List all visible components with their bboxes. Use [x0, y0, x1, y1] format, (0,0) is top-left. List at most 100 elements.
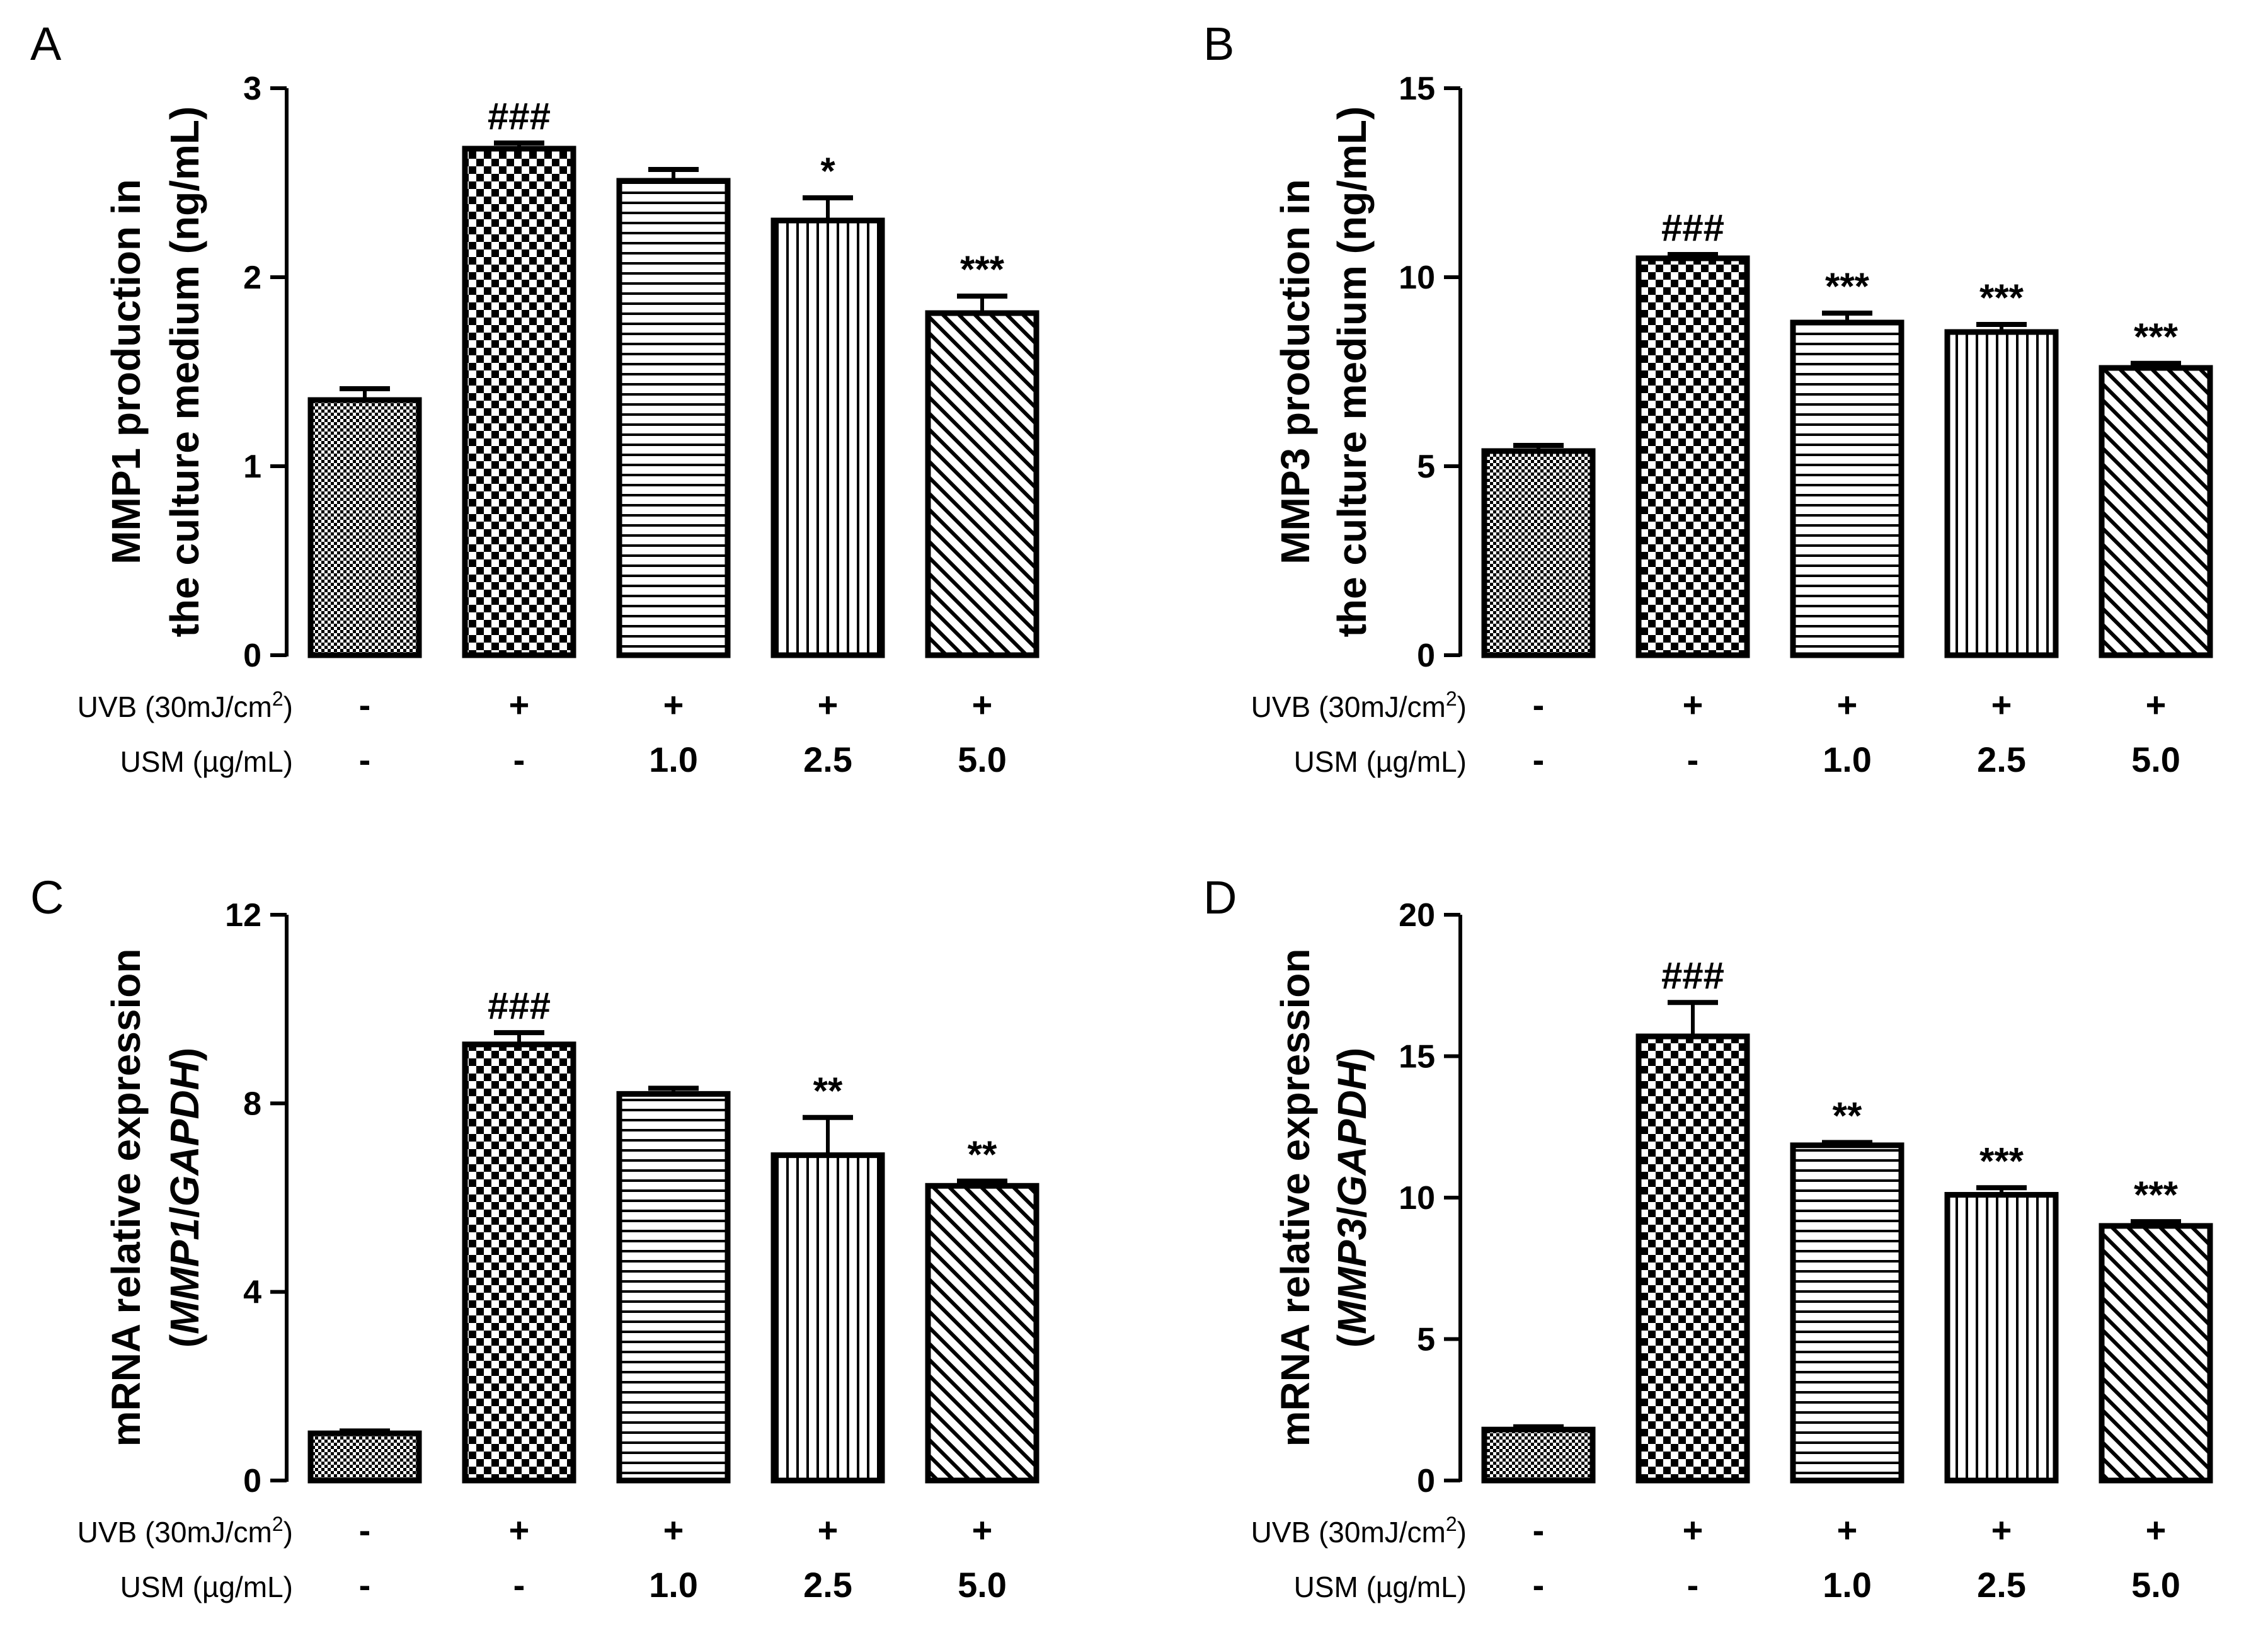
- usm-value: -: [1533, 1565, 1545, 1605]
- uvb-value: +: [509, 685, 530, 724]
- panel-c: C 0 4 8 12 mRNA relative expression (MMP1/GAPD…: [30, 871, 1040, 1605]
- uvb-value: -: [1533, 685, 1545, 724]
- uvb-row-label: UVB (30mJ/cm2): [1251, 1513, 1467, 1549]
- usm-value: 2.5: [803, 740, 852, 779]
- uvb-value: +: [509, 1510, 530, 1550]
- bar: [1481, 1426, 1596, 1484]
- panel-letter: A: [30, 18, 62, 70]
- y-axis-title: MMP1 production in: [103, 179, 149, 564]
- bar: [1635, 255, 1750, 658]
- y-tick-label: 12: [225, 897, 261, 934]
- uvb-value: +: [1683, 685, 1704, 724]
- y-axis-title: mRNA relative expression: [1273, 949, 1318, 1447]
- usm-value: 2.5: [803, 1565, 852, 1605]
- usm-value: 1.0: [649, 740, 698, 779]
- panel-b: B 0 5 10 15 MMP3 production in the culture med…: [1203, 18, 2213, 779]
- uvb-value: +: [2146, 685, 2167, 724]
- significance-label: ***: [960, 248, 1005, 290]
- uvb-value: +: [1837, 1510, 1858, 1550]
- y-tick-label: 15: [1399, 1039, 1435, 1075]
- bar: [770, 1152, 885, 1484]
- bar: [925, 310, 1040, 658]
- uvb-value: +: [1837, 685, 1858, 724]
- bar: [1481, 448, 1596, 658]
- usm-value: -: [513, 740, 525, 779]
- y-tick-label: 3: [243, 71, 261, 107]
- usm-row-label: USM (µg/mL): [1294, 1571, 1467, 1603]
- bar: [616, 178, 731, 658]
- uvb-row-label: UVB (30mJ/cm2): [1251, 687, 1467, 723]
- usm-value: 5.0: [958, 1565, 1007, 1605]
- usm-value: -: [359, 740, 371, 779]
- uvb-value: +: [972, 1510, 993, 1550]
- bar: [925, 1183, 1040, 1484]
- y-axis-title-line2: the culture medium (ng/mL): [162, 106, 207, 638]
- y-axis-title-line2: the culture medium (ng/mL): [1329, 106, 1375, 638]
- uvb-value: -: [1533, 1510, 1545, 1550]
- bar: [1944, 329, 2059, 658]
- significance-label: ###: [1661, 207, 1724, 249]
- bar: [462, 146, 576, 658]
- bar: [1635, 1033, 1750, 1484]
- bar: [307, 397, 422, 658]
- usm-value: -: [513, 1565, 525, 1605]
- significance-label: ###: [1661, 954, 1724, 997]
- uvb-value: +: [818, 685, 839, 724]
- uvb-value: +: [1683, 1510, 1704, 1550]
- significance-label: ***: [2134, 316, 2179, 358]
- usm-row-label: USM (µg/mL): [120, 1571, 293, 1603]
- bar: [2099, 1223, 2213, 1484]
- panel-a: A 0 1 2 3 MMP1 production in the culture mediu…: [30, 18, 1040, 779]
- significance-label: **: [1833, 1094, 1862, 1137]
- uvb-value: -: [359, 1510, 371, 1550]
- uvb-value: +: [818, 1510, 839, 1550]
- uvb-value: +: [1991, 1510, 2012, 1550]
- y-axis-title-line2: (MMP1/GAPDH): [162, 1048, 207, 1348]
- significance-label: ###: [488, 985, 551, 1027]
- y-tick-label: 20: [1399, 897, 1435, 934]
- panel-d: D 0 5 10 15 20 mRNA relative expression (MMP3/G…: [1203, 871, 2213, 1605]
- uvb-value: +: [1991, 685, 2012, 724]
- bar: [2099, 365, 2213, 658]
- y-axis-title-line2: (MMP3/GAPDH): [1329, 1048, 1375, 1348]
- panel-letter: C: [30, 871, 64, 924]
- bar: [307, 1430, 422, 1484]
- usm-row-label: USM (µg/mL): [1294, 745, 1467, 778]
- y-tick-label: 0: [1417, 1463, 1435, 1499]
- panel-letter: D: [1203, 871, 1237, 924]
- uvb-value: +: [663, 1510, 684, 1550]
- y-tick-label: 10: [1399, 1180, 1435, 1217]
- uvb-value: +: [972, 685, 993, 724]
- y-tick-label: 2: [243, 260, 261, 296]
- bar: [1944, 1192, 2059, 1484]
- uvb-value: -: [359, 685, 371, 724]
- y-tick-label: 5: [1417, 449, 1435, 485]
- bar: [1790, 1142, 1904, 1484]
- usm-value: -: [1533, 740, 1545, 779]
- y-tick-label: 15: [1399, 71, 1435, 107]
- y-tick-label: 1: [243, 449, 261, 485]
- usm-value: 1.0: [1823, 1565, 1872, 1605]
- usm-value: 2.5: [1977, 1565, 2026, 1605]
- significance-label: ***: [1979, 277, 2024, 319]
- y-axis-title: MMP3 production in: [1273, 179, 1318, 564]
- usm-row-label: USM (µg/mL): [120, 745, 293, 778]
- bar: [1790, 319, 1904, 658]
- y-tick-label: 0: [243, 638, 261, 674]
- y-axis-title: mRNA relative expression: [103, 949, 149, 1447]
- significance-label: **: [813, 1070, 843, 1112]
- significance-label: ###: [488, 95, 551, 137]
- y-tick-label: 0: [1417, 638, 1435, 674]
- uvb-row-label: UVB (30mJ/cm2): [77, 1513, 293, 1549]
- y-tick-label: 5: [1417, 1322, 1435, 1358]
- usm-value: 1.0: [1823, 740, 1872, 779]
- uvb-value: +: [663, 685, 684, 724]
- usm-value: -: [359, 1565, 371, 1605]
- y-tick-label: 4: [243, 1274, 261, 1311]
- bar: [462, 1041, 576, 1484]
- significance-label: ***: [2134, 1174, 2179, 1216]
- significance-label: *: [820, 150, 835, 192]
- y-tick-label: 0: [243, 1463, 261, 1499]
- significance-label: **: [968, 1133, 997, 1176]
